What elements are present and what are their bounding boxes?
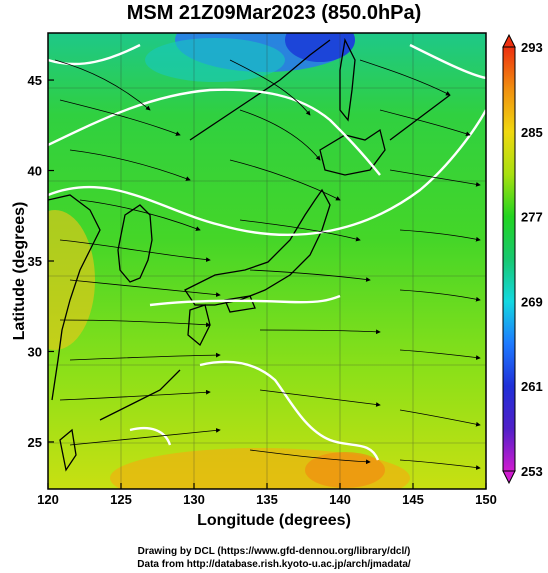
x-tick-label: 125 bbox=[110, 492, 132, 507]
x-tick-label: 120 bbox=[37, 492, 59, 507]
x-tick-label: 135 bbox=[256, 492, 278, 507]
colorbar-top-arrow bbox=[502, 33, 516, 48]
colorbar-label: 269 bbox=[521, 294, 543, 309]
colorbar-label: 285 bbox=[521, 125, 543, 140]
map-title: MSM 21Z09Mar2023 (850.0hPa) bbox=[126, 2, 422, 24]
colorbar-label: 277 bbox=[521, 210, 543, 225]
colorbar-labels: 293 285 277 269 261 253 bbox=[521, 40, 543, 479]
coastlines bbox=[48, 37, 451, 472]
graticule bbox=[48, 33, 486, 489]
x-tick-label: 145 bbox=[402, 492, 424, 507]
y-axis-label: Latitude (degrees) bbox=[11, 201, 28, 341]
y-tick-label: 25 bbox=[28, 435, 42, 450]
cool-region bbox=[145, 38, 285, 82]
x-tick-label: 150 bbox=[475, 492, 497, 507]
x-tick-label: 140 bbox=[329, 492, 351, 507]
y-tick-label: 35 bbox=[28, 254, 42, 269]
credit-data: Data from http://database.rish.kyoto-u.a… bbox=[137, 559, 411, 570]
credit-drawing: Drawing by DCL (https://www.gfd-dennou.o… bbox=[137, 546, 411, 557]
x-tick-label: 130 bbox=[183, 492, 205, 507]
x-axis-ticks: 120 125 130 135 140 145 150 bbox=[37, 483, 497, 507]
colorbar-bottom-arrow bbox=[502, 470, 516, 485]
y-axis-ticks: 25 30 35 40 45 bbox=[28, 73, 54, 450]
streamlines bbox=[54, 59, 481, 470]
x-axis-label: Longitude (degrees) bbox=[197, 512, 351, 529]
colorbar-label: 253 bbox=[521, 464, 543, 479]
y-tick-label: 45 bbox=[28, 73, 42, 88]
colorbar-label: 293 bbox=[521, 40, 543, 55]
map-plot-area bbox=[48, 33, 486, 489]
colorbar-label: 261 bbox=[521, 379, 543, 394]
isotherms bbox=[48, 43, 486, 461]
colorbar: 293 285 277 269 261 253 bbox=[502, 33, 543, 485]
hot-spot-region bbox=[305, 452, 385, 488]
colorbar-gradient bbox=[502, 46, 516, 472]
y-tick-label: 30 bbox=[28, 344, 42, 359]
y-tick-label: 40 bbox=[28, 164, 42, 179]
